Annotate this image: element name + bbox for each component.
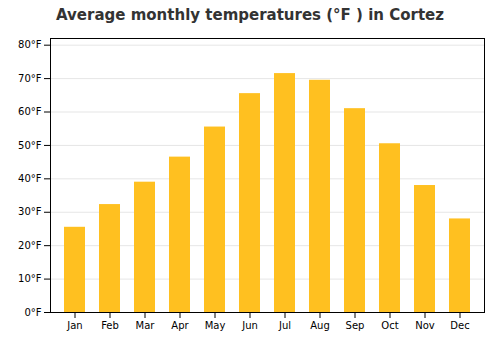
svg-text:40°F: 40°F <box>18 173 42 184</box>
svg-text:20°F: 20°F <box>18 240 42 251</box>
svg-text:Mar: Mar <box>136 320 156 331</box>
svg-text:50°F: 50°F <box>18 140 42 151</box>
svg-text:Oct: Oct <box>381 320 398 331</box>
svg-text:0°F: 0°F <box>24 307 41 318</box>
svg-text:Jan: Jan <box>66 320 82 331</box>
svg-text:Sep: Sep <box>346 320 365 331</box>
svg-text:Dec: Dec <box>450 320 469 331</box>
svg-text:Aug: Aug <box>310 320 330 331</box>
svg-text:30°F: 30°F <box>18 206 42 217</box>
svg-text:Feb: Feb <box>101 320 119 331</box>
html-text:Average monthly temperatures (: Average monthly temperatures (°F ) in Co… <box>56 6 444 24</box>
svg-text:Apr: Apr <box>171 320 189 331</box>
svg-text:Nov: Nov <box>415 320 435 331</box>
svg-text:80°F: 80°F <box>18 39 42 50</box>
svg-text:10°F: 10°F <box>18 273 42 284</box>
svg-text:May: May <box>205 320 226 331</box>
svg-text:60°F: 60°F <box>18 106 42 117</box>
svg-text:70°F: 70°F <box>18 73 42 84</box>
svg-text:Jun: Jun <box>241 320 258 331</box>
svg-text:Jul: Jul <box>278 320 291 331</box>
